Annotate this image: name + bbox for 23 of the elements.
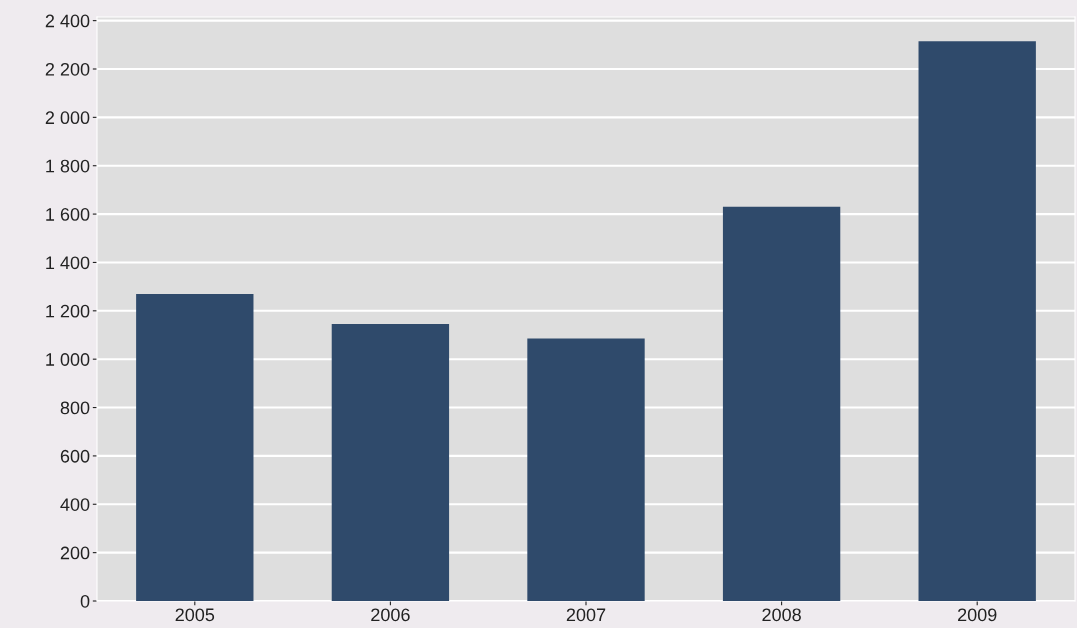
x-tick-label: 2006 — [371, 608, 410, 622]
y-tick-label: 400 — [60, 498, 90, 511]
y-tick-label: 2 000 — [45, 111, 90, 125]
x-tick-label: 2007 — [566, 608, 606, 622]
y-tick-label: 0 — [80, 594, 90, 608]
bar — [918, 41, 1036, 601]
y-tick-label: 2 200 — [45, 62, 90, 76]
x-tick-label: 2009 — [958, 608, 997, 622]
y-tick-label: 2 400 — [45, 14, 90, 28]
y-tick-label: 800 — [60, 401, 90, 415]
bar — [527, 338, 645, 601]
y-tick-label: 1 800 — [46, 159, 90, 173]
x-tick-label: 2008 — [762, 608, 801, 622]
y-tick-label: 200 — [60, 546, 90, 560]
bar — [722, 206, 841, 601]
bar — [331, 324, 450, 601]
y-tick-label: 1 600 — [46, 208, 90, 221]
x-tick-label: 2005 — [175, 608, 215, 622]
y-tick-label: 600 — [60, 449, 90, 463]
y-tick-label: 1 200 — [46, 304, 90, 318]
bar — [136, 293, 254, 601]
y-tick-label: 1 000 — [46, 353, 90, 366]
y-tick-label: 1 400 — [46, 256, 90, 270]
